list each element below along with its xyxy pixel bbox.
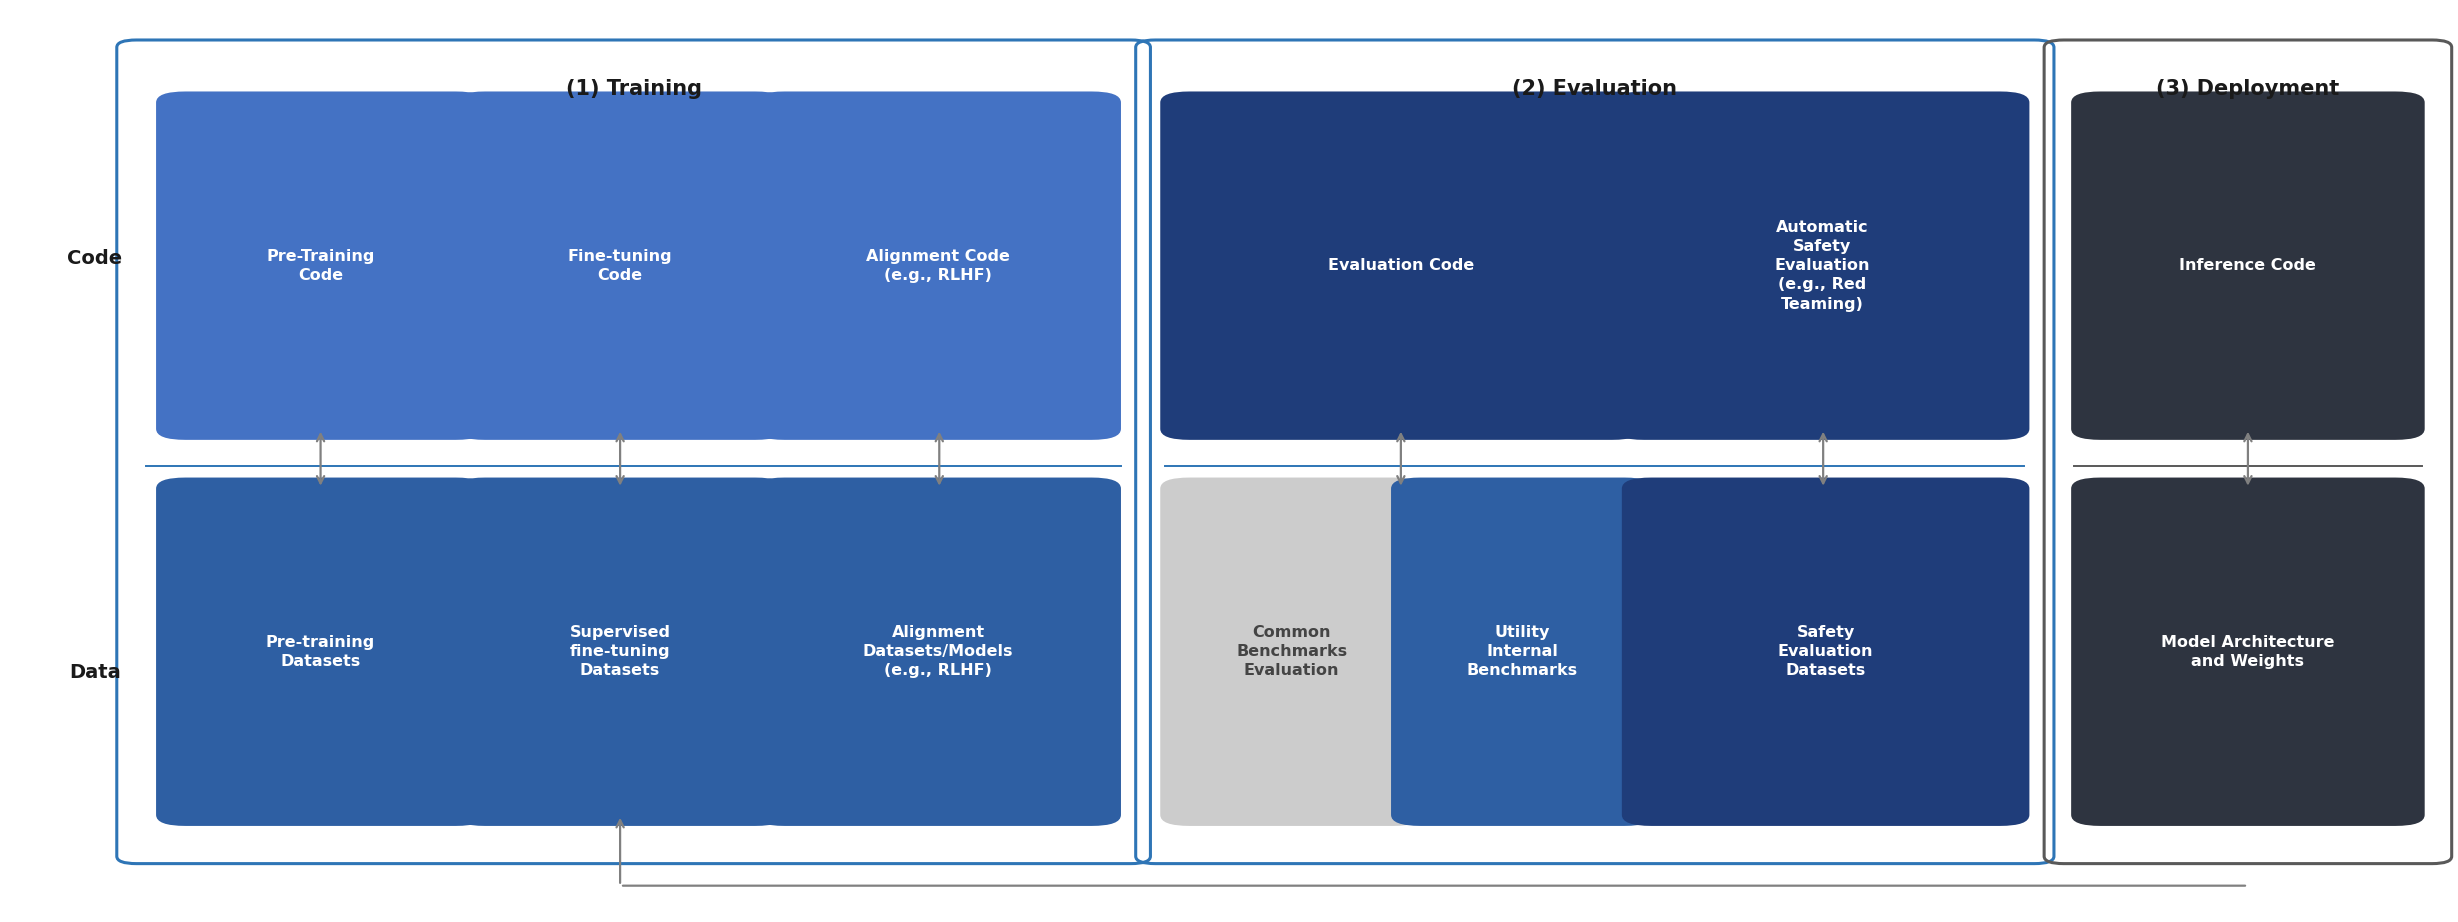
- FancyBboxPatch shape: [755, 91, 1121, 440]
- Text: Fine-tuning
Code: Fine-tuning Code: [568, 249, 673, 283]
- Text: Model Architecture
and Weights: Model Architecture and Weights: [2161, 634, 2335, 668]
- FancyBboxPatch shape: [455, 478, 784, 826]
- FancyBboxPatch shape: [2072, 478, 2424, 826]
- Text: Pre-training
Datasets: Pre-training Datasets: [265, 634, 376, 668]
- FancyBboxPatch shape: [1160, 478, 1423, 826]
- Text: (3) Deployment: (3) Deployment: [2156, 78, 2340, 99]
- Text: Inference Code: Inference Code: [2180, 258, 2315, 273]
- FancyBboxPatch shape: [1391, 478, 1654, 826]
- Text: Automatic
Safety
Evaluation
(e.g., Red
Teaming): Automatic Safety Evaluation (e.g., Red T…: [1775, 219, 1871, 312]
- Text: Data: Data: [69, 663, 120, 682]
- FancyBboxPatch shape: [155, 478, 484, 826]
- Text: Safety
Evaluation
Datasets: Safety Evaluation Datasets: [1777, 625, 1873, 679]
- Text: Alignment Code
(e.g., RLHF): Alignment Code (e.g., RLHF): [865, 249, 1010, 283]
- Text: (1) Training: (1) Training: [565, 78, 701, 99]
- Text: Common
Benchmarks
Evaluation: Common Benchmarks Evaluation: [1236, 625, 1347, 679]
- Text: Pre-Training
Code: Pre-Training Code: [265, 249, 374, 283]
- FancyBboxPatch shape: [1160, 91, 1642, 440]
- Text: Alignment
Datasets/Models
(e.g., RLHF): Alignment Datasets/Models (e.g., RLHF): [863, 625, 1013, 679]
- FancyBboxPatch shape: [155, 91, 484, 440]
- FancyBboxPatch shape: [755, 478, 1121, 826]
- FancyBboxPatch shape: [1615, 91, 2030, 440]
- FancyBboxPatch shape: [455, 91, 784, 440]
- Text: (2) Evaluation: (2) Evaluation: [1512, 78, 1676, 99]
- Text: Code: Code: [66, 249, 123, 268]
- Text: Utility
Internal
Benchmarks: Utility Internal Benchmarks: [1467, 625, 1578, 679]
- FancyBboxPatch shape: [1622, 478, 2030, 826]
- Text: Evaluation Code: Evaluation Code: [1327, 258, 1475, 273]
- Text: Supervised
fine-tuning
Datasets: Supervised fine-tuning Datasets: [570, 625, 671, 679]
- FancyBboxPatch shape: [2072, 91, 2424, 440]
